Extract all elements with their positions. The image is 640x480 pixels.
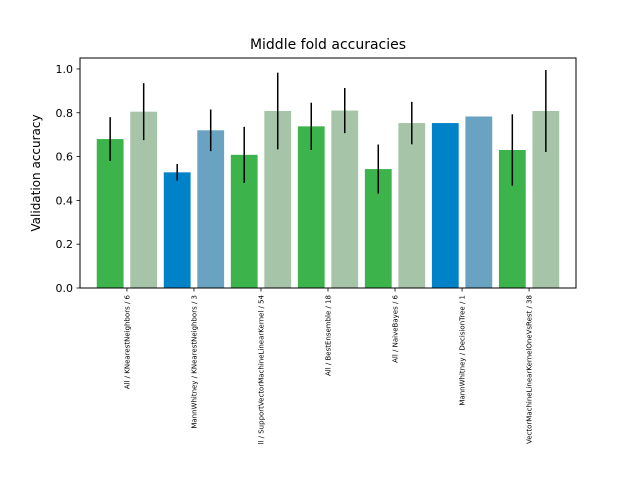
y-tick-label: 0.0 xyxy=(56,282,74,295)
x-tick-label: VectorMachineLinearKernelOneVsRest / 38 xyxy=(526,295,534,444)
y-tick-label: 0.6 xyxy=(56,151,74,164)
x-tick-label: All / KNearestNeighbors / 6 xyxy=(123,294,131,389)
y-axis: 0.0 0.2 0.4 0.6 0.8 1.0 xyxy=(56,63,80,295)
y-tick-label: 0.8 xyxy=(56,107,74,120)
bar xyxy=(96,139,124,288)
bar xyxy=(130,111,158,288)
plot-frame xyxy=(79,57,577,289)
x-tick-label: MannWhitney / DecisionTree / 1 xyxy=(459,295,467,406)
bar xyxy=(398,123,426,288)
x-tick-label: All / BestEnsemble / 18 xyxy=(325,295,333,376)
bar xyxy=(431,123,459,288)
y-tick-label: 1.0 xyxy=(56,63,74,76)
error-bars-layer xyxy=(109,70,547,194)
bar xyxy=(465,116,493,289)
bar xyxy=(163,172,191,288)
y-axis-label: Validation accuracy xyxy=(29,114,43,231)
x-axis: All / KNearestNeighbors / 6 MannWhitney /… xyxy=(123,288,534,444)
y-tick-label: 0.4 xyxy=(56,194,74,207)
bars-layer xyxy=(96,110,560,289)
x-tick-label: ll / SupportVectorMachineLinearKernel / … xyxy=(257,294,265,444)
y-tick-label: 0.2 xyxy=(56,238,74,251)
bar xyxy=(297,126,325,288)
x-tick-label: All / NaiveBayes / 6 xyxy=(392,294,400,362)
bar xyxy=(197,130,225,288)
bar xyxy=(331,110,359,288)
chart-title: Middle fold accuracies xyxy=(250,37,406,53)
x-tick-label: MannWhitney / KNearestNeighbors / 3 xyxy=(190,295,198,429)
